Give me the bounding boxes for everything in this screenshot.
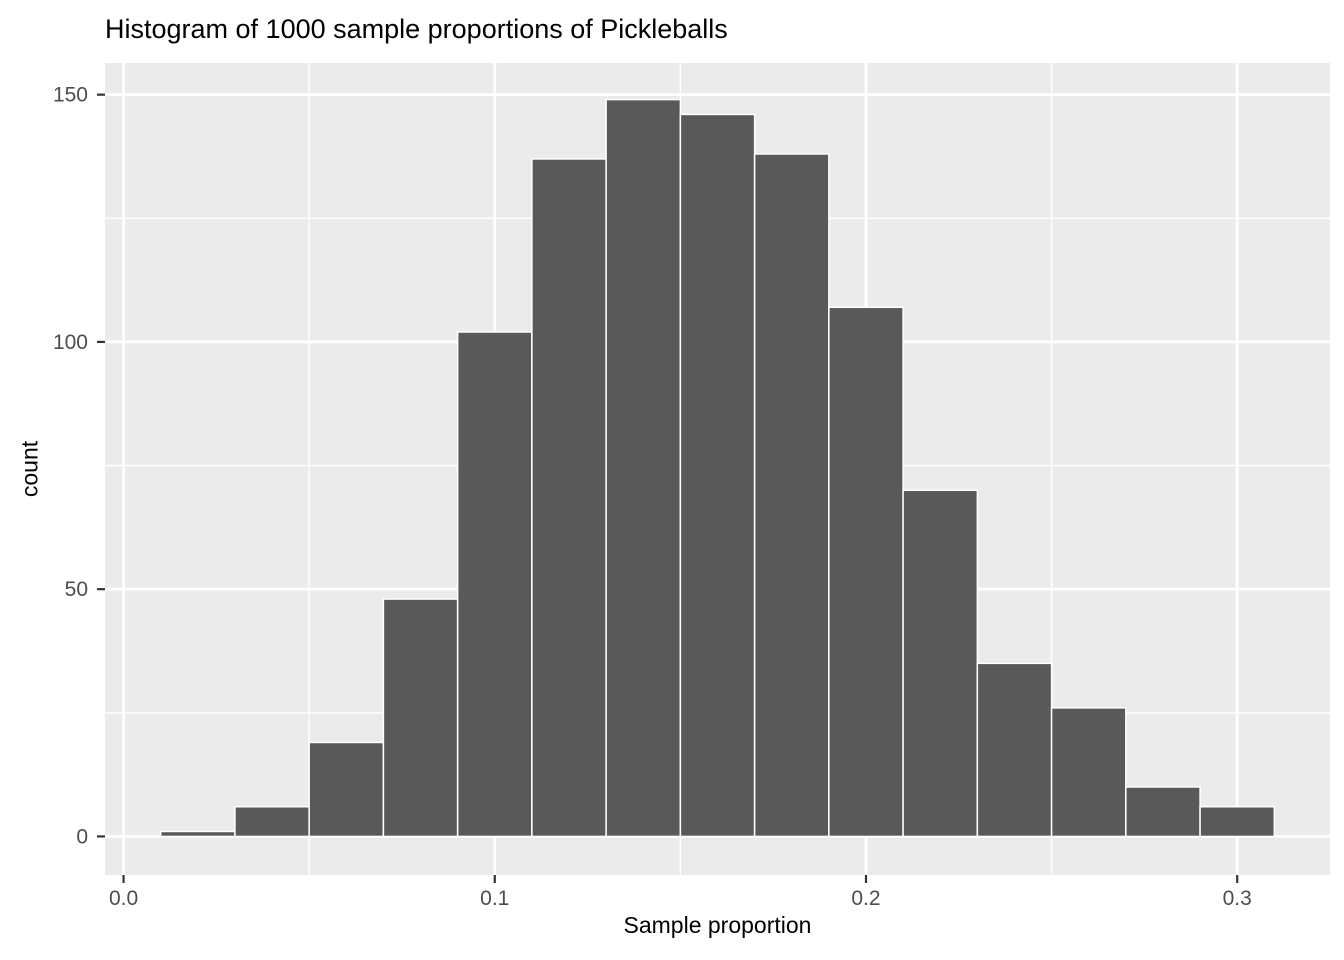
histogram-bar <box>159 830 236 838</box>
histogram-bar <box>234 806 310 838</box>
y-tick-label: 50 <box>65 578 88 601</box>
x-tick-label: 0.2 <box>851 887 880 910</box>
histogram-bar <box>1050 707 1127 838</box>
x-axis-title: Sample proportion <box>623 912 812 938</box>
histogram-bar <box>1199 806 1276 838</box>
y-tick-label: 0 <box>76 825 88 848</box>
chart-title: Histogram of 1000 sample proportions of … <box>105 14 728 44</box>
histogram-bar <box>902 489 979 838</box>
x-tick-label: 0.0 <box>109 887 138 910</box>
histogram-bar <box>753 153 830 838</box>
histogram-bar <box>456 331 533 838</box>
histogram-bar <box>679 113 756 838</box>
histogram-bar <box>1125 786 1201 838</box>
x-tick-label: 0.3 <box>1223 887 1252 910</box>
histogram-bar <box>828 306 904 838</box>
histogram-bar <box>605 98 682 838</box>
y-axis-title: count <box>16 440 43 498</box>
histogram-bar <box>382 598 459 838</box>
x-tick-label: 0.1 <box>480 887 509 910</box>
y-tick-label: 100 <box>53 331 88 354</box>
histogram-bar <box>531 158 607 838</box>
y-tick-label: 150 <box>53 84 88 107</box>
histogram-bar <box>976 662 1053 838</box>
histogram-bar <box>308 741 385 838</box>
